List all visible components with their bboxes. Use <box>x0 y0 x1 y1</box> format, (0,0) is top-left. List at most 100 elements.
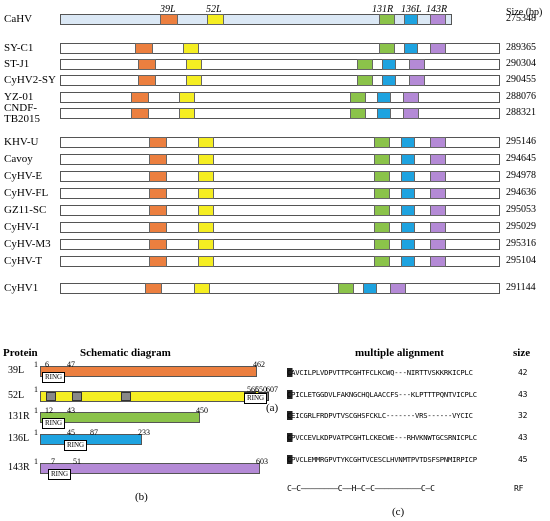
genome-size: 289365 <box>506 42 536 53</box>
strain-name: ST-J1 <box>4 58 30 70</box>
gene-143r <box>430 256 446 267</box>
ring-end-position: 47 <box>67 360 75 369</box>
gene-136l <box>401 171 415 182</box>
gene-136l <box>401 239 415 250</box>
start-position: 1 <box>34 428 38 437</box>
protein-bar <box>40 463 260 474</box>
strain-name: CaHV <box>4 13 33 25</box>
genome-size: 295104 <box>506 255 536 266</box>
length-position: 650 <box>255 385 267 394</box>
gene-131r <box>357 59 373 70</box>
ring-start-position: 7 <box>51 457 55 466</box>
strain-name: CyHV2-SY <box>4 74 56 86</box>
gene-136l <box>377 92 391 103</box>
gene-143r <box>430 171 446 182</box>
gene-136l <box>404 43 418 54</box>
protein-bar <box>40 412 200 423</box>
caption-c: (c) <box>392 506 405 518</box>
alignment-size: 42 <box>518 368 528 377</box>
gene-136l <box>382 59 396 70</box>
protein-name: 136L <box>8 433 30 444</box>
protein-bar <box>40 434 142 445</box>
genome-size: 288321 <box>506 107 536 118</box>
ring-domain: RING <box>48 469 72 480</box>
gene-39l <box>160 14 178 25</box>
caption-b: (b) <box>135 491 148 503</box>
gene-52l <box>198 205 214 216</box>
genome-size: 290304 <box>506 58 536 69</box>
genome-size: 294636 <box>506 187 536 198</box>
genome-bar <box>60 239 500 250</box>
gene-label-143r: 143R <box>426 4 448 15</box>
gene-39l <box>149 205 167 216</box>
genome-bar <box>60 171 500 182</box>
alignment-sequence: CAVCILPLVDPVTTPCGHTFCLKCWQ---NIRTTVSKKRK… <box>287 368 473 377</box>
alignment-size: 45 <box>518 455 528 464</box>
alignment-sequence: CPICLETGGDVLFAKNGCHQLAACCFS---KLPTTTPQNT… <box>287 390 477 399</box>
gene-39l <box>149 171 167 182</box>
gene-143r <box>430 205 446 216</box>
gene-52l <box>186 59 202 70</box>
gene-136l <box>401 188 415 199</box>
strain-name: GZ11-SC <box>4 204 47 216</box>
gene-131r <box>379 14 395 25</box>
gene-131r <box>374 137 390 148</box>
gene-131r <box>374 205 390 216</box>
gene-39l <box>149 154 167 165</box>
gene-52l <box>198 188 214 199</box>
gene-136l <box>401 137 415 148</box>
ring-end-position: 607 <box>266 385 278 394</box>
gene-39l <box>131 92 149 103</box>
strain-name: YZ-01 <box>4 91 34 103</box>
gene-131r <box>350 92 366 103</box>
gene-143r <box>430 43 446 54</box>
gene-143r <box>430 14 446 25</box>
gene-52l <box>198 239 214 250</box>
domain-marker <box>46 392 56 401</box>
gene-143r <box>403 108 419 119</box>
genome-bar <box>60 188 500 199</box>
genome-size: 295029 <box>506 221 536 232</box>
genome-size: 295053 <box>506 204 536 215</box>
ring-start-position: 6 <box>45 360 49 369</box>
gene-131r <box>350 108 366 119</box>
genome-bar <box>60 222 500 233</box>
gene-143r <box>430 188 446 199</box>
size-column-header: size <box>513 347 531 359</box>
gene-39l <box>149 188 167 199</box>
gene-52l <box>194 283 210 294</box>
schematic-header: Schematic diagram <box>80 347 171 359</box>
start-position: 1 <box>34 385 38 394</box>
strain-name: CyHV-T <box>4 255 43 267</box>
gene-143r <box>430 154 446 165</box>
gene-52l <box>198 154 214 165</box>
gene-131r <box>379 43 395 54</box>
genome-bar <box>60 205 500 216</box>
genome-bar <box>60 108 500 119</box>
gene-143r <box>390 283 406 294</box>
gene-131r <box>374 154 390 165</box>
alignment-sequence: CPVCCEVLKDPVATPCGHTLCKECWE---RHVKNWTGCSR… <box>287 433 477 442</box>
gene-52l <box>198 256 214 267</box>
domain-marker <box>72 392 82 401</box>
gene-label-39l: 39L <box>160 4 176 15</box>
gene-52l <box>179 92 195 103</box>
start-position: 1 <box>34 406 38 415</box>
gene-143r <box>409 59 425 70</box>
ring-end-position: 87 <box>90 428 98 437</box>
protein-name: 143R <box>8 462 30 473</box>
alignment-size: 43 <box>518 433 528 442</box>
gene-136l <box>401 222 415 233</box>
start-position: 1 <box>34 457 38 466</box>
start-position: 1 <box>34 360 38 369</box>
strain-name: CyHV-M3 <box>4 238 51 250</box>
gene-131r <box>374 222 390 233</box>
gene-131r <box>374 171 390 182</box>
gene-52l <box>198 137 214 148</box>
strain-name: CyHV-FL <box>4 187 49 199</box>
genome-size: 295316 <box>506 238 536 249</box>
gene-136l <box>404 14 418 25</box>
length-position: 450 <box>196 406 208 415</box>
strain-name: KHV-U <box>4 136 39 148</box>
gene-136l <box>401 256 415 267</box>
